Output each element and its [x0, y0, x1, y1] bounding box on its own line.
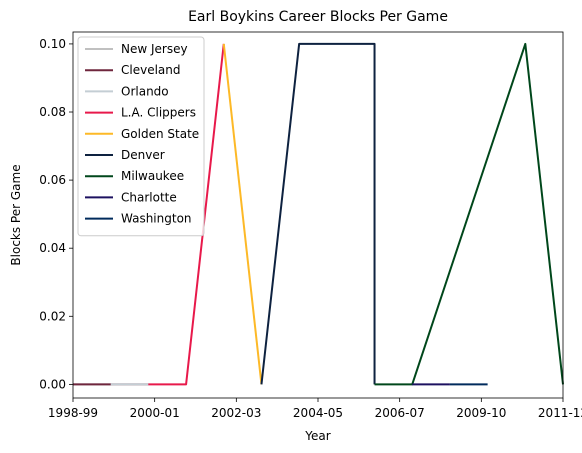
x-axis: 1998-99 2000-01 2002-03 2004-05 2006-07 2009-… — [48, 398, 582, 420]
x-tick-label: 1998-99 — [48, 406, 98, 420]
legend: New Jersey Cleveland Orlando L.A. Clippers G… — [77, 36, 205, 237]
y-tick-label: 0.00 — [39, 377, 66, 391]
series-line-6 — [374, 42, 564, 386]
legend-label: L.A. Clippers — [121, 106, 196, 120]
legend-label: Orlando — [121, 84, 169, 98]
legend-label: Denver — [121, 148, 165, 162]
y-tick-label: 0.06 — [39, 173, 66, 187]
x-tick-label: 2009-10 — [456, 406, 506, 420]
y-axis: 0.00 0.02 0.04 0.06 0.08 0.10 — [39, 37, 73, 391]
x-tick-label: 2000-01 — [130, 406, 180, 420]
series-line-5 — [260, 42, 376, 385]
chart-title: Earl Boykins Career Blocks Per Game — [188, 9, 448, 25]
y-axis-title: Blocks Per Game — [9, 164, 23, 265]
legend-label: Washington — [121, 212, 192, 226]
legend-label: Golden State — [121, 127, 199, 141]
x-tick-label: 2011-12 — [538, 406, 582, 420]
series-line-3 — [148, 43, 225, 386]
y-tick-label: 0.04 — [39, 241, 66, 255]
x-tick-label: 2006-07 — [375, 406, 425, 420]
legend-label: Charlotte — [121, 190, 177, 204]
y-tick-label: 0.10 — [39, 37, 66, 51]
series-line-4 — [222, 43, 263, 385]
x-axis-title: Year — [304, 429, 330, 443]
legend-label: Milwaukee — [121, 169, 184, 183]
y-tick-label: 0.02 — [39, 309, 66, 323]
x-tick-label: 2004-05 — [293, 406, 343, 420]
y-tick-label: 0.08 — [39, 105, 66, 119]
legend-box — [77, 36, 205, 237]
x-tick-label: 2002-03 — [211, 406, 261, 420]
legend-label: Cleveland — [121, 63, 181, 77]
legend-label: New Jersey — [121, 42, 188, 56]
